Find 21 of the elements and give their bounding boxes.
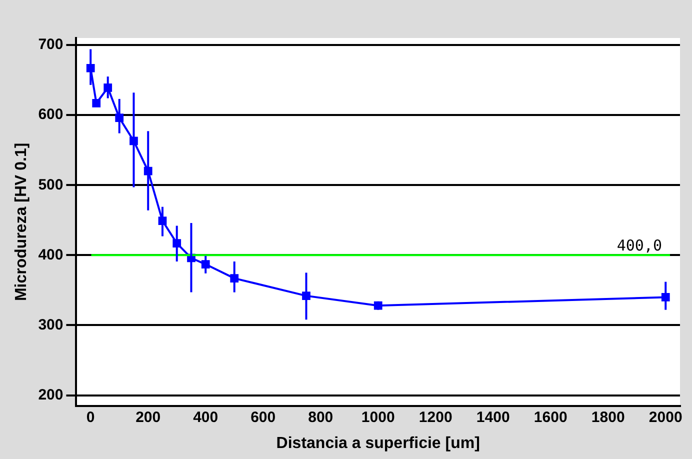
y-tick-label: 400: [38, 246, 64, 264]
x-axis-title: Distancia a superficie [um]: [276, 434, 480, 452]
y-tick-label: 300: [38, 316, 64, 334]
x-tick-label: 1800: [591, 408, 625, 426]
point: [92, 98, 101, 108]
x-tick-label: 400: [193, 408, 218, 426]
y-axis-title: Microdureza [HV 0.1]: [13, 142, 30, 302]
y-tick-label: 700: [38, 36, 64, 54]
x-tick-label: 200: [136, 408, 161, 426]
x-tick-label: 1400: [476, 408, 510, 426]
y-tick-label: 200: [38, 386, 64, 404]
x-tick-label: 1000: [361, 408, 395, 426]
x-tick-label: 800: [308, 408, 334, 426]
y-tick-label: 600: [38, 106, 64, 124]
x-tick-label: 600: [250, 408, 276, 426]
ref-line-label: 400,0: [616, 236, 662, 255]
x-tick-label: 2000: [648, 408, 682, 426]
x-tick-label: 0: [86, 408, 95, 426]
y-tick-label: 500: [38, 176, 64, 194]
x-tick-label: 1200: [418, 408, 452, 426]
x-tick-label: 1600: [534, 408, 568, 426]
